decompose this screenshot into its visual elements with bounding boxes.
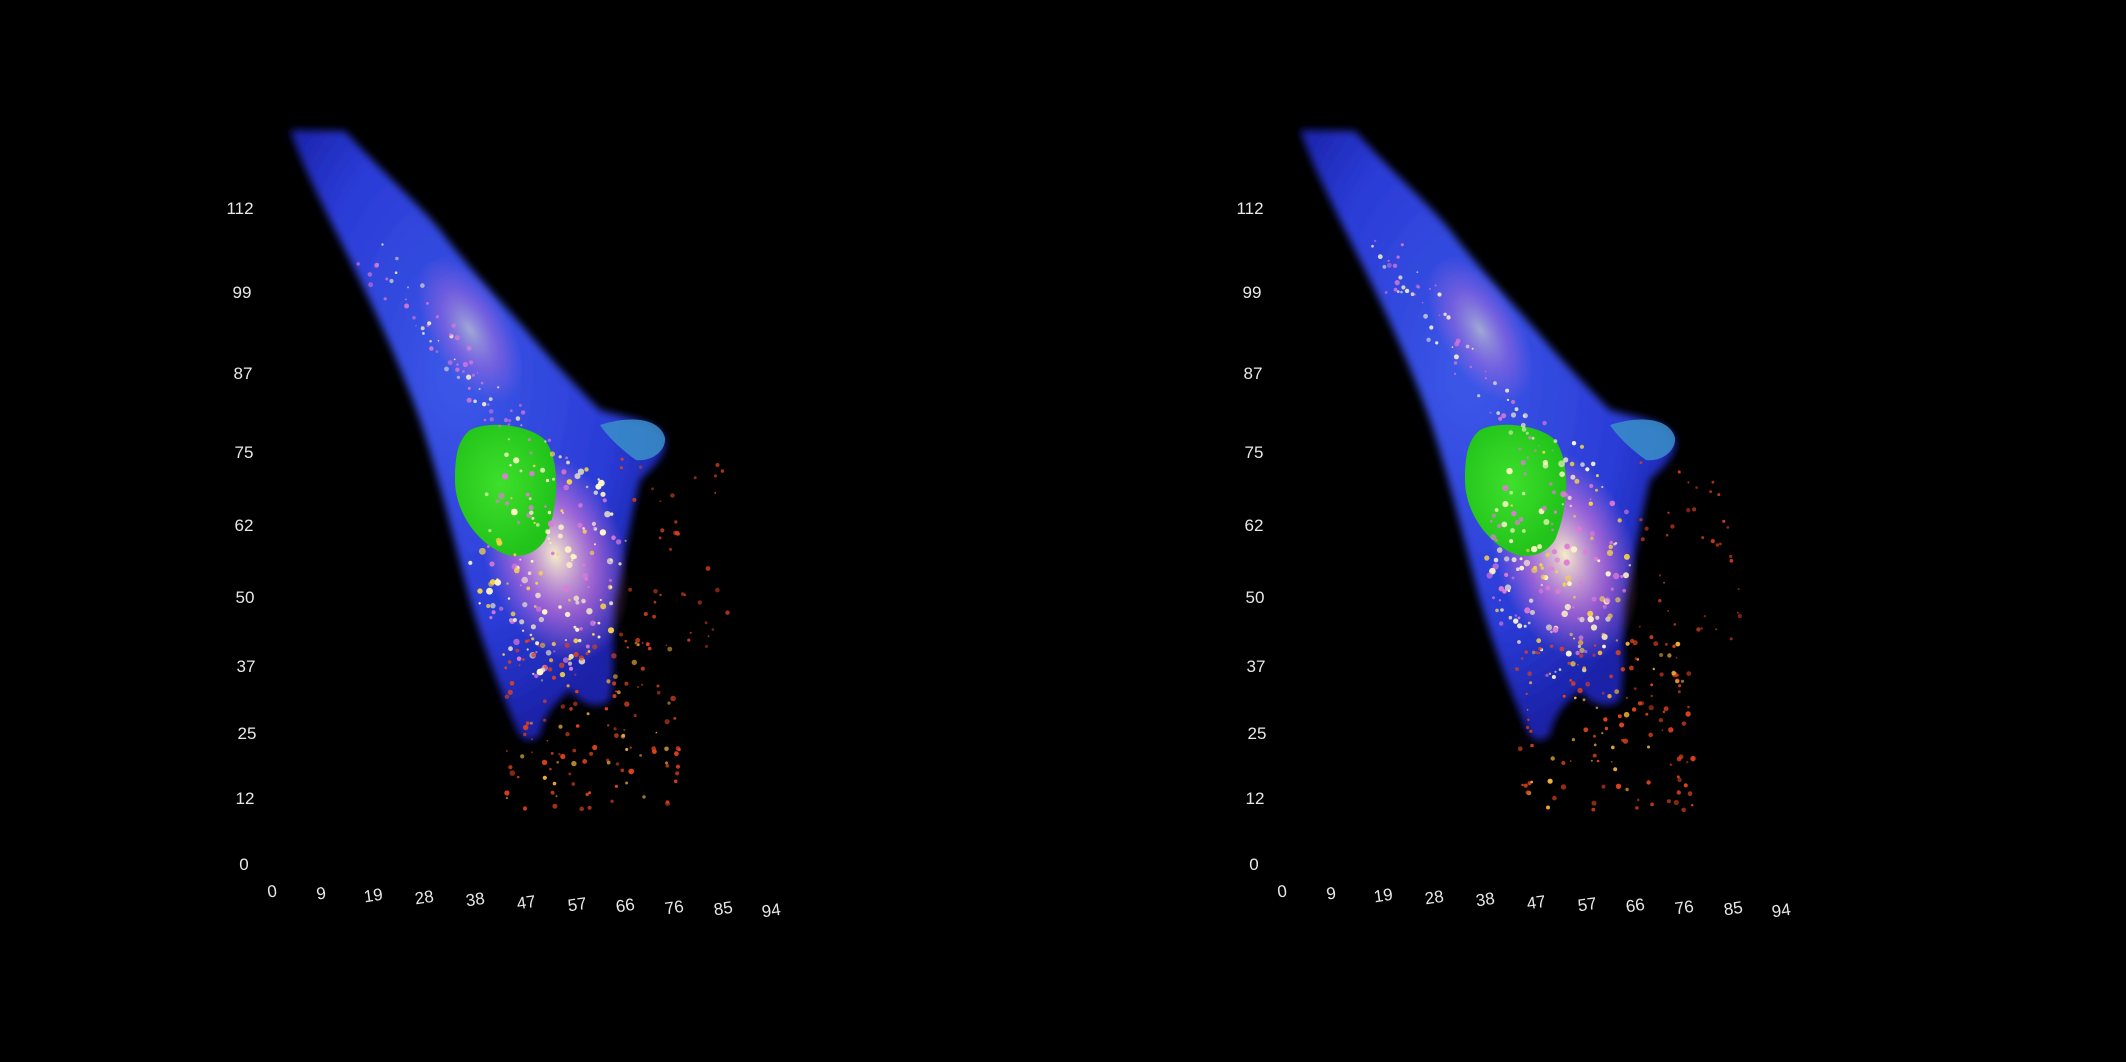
- y-tick-label: 112: [226, 199, 253, 218]
- x-tick-label: 9: [1325, 883, 1337, 903]
- x-tick-label: 94: [1771, 900, 1792, 921]
- y-tick-label: 112: [1236, 199, 1263, 218]
- y-tick-label: 62: [1245, 516, 1264, 535]
- x-tick-label: 28: [414, 887, 435, 908]
- y-tick-label: 37: [1247, 657, 1266, 676]
- x-tick-label: 85: [1723, 898, 1744, 919]
- x-tick-label: 47: [1526, 892, 1547, 913]
- x-tick-label: 57: [567, 894, 588, 915]
- y-tick-label: 0: [1249, 855, 1258, 874]
- y-tick-label: 75: [235, 443, 254, 462]
- cell-fluorescence: [290, 130, 730, 811]
- x-tick-label: 19: [363, 885, 384, 906]
- y-tick-label: 99: [233, 283, 252, 302]
- y-tick-label: 25: [1248, 724, 1267, 743]
- y-tick-label: 75: [1245, 443, 1264, 462]
- x-tick-label: 38: [465, 889, 486, 910]
- x-tick-label: 94: [761, 900, 782, 921]
- x-tick-label: 38: [1475, 889, 1496, 910]
- y-tick-label: 25: [238, 724, 257, 743]
- y-tick-label: 62: [235, 516, 254, 535]
- y-tick-label: 87: [234, 364, 253, 383]
- y-tick-label: 12: [1246, 789, 1265, 808]
- x-tick-label: 85: [713, 898, 734, 919]
- y-tick-label: 0: [239, 855, 248, 874]
- right-stereo-view: 0 12 25 37 50 62 75 87 99 112 0 9 19 28 38 47 57 66 76 85 94: [1010, 0, 2073, 1062]
- y-axis-ticks: 0 12 25 37 50 62 75 87 99 112: [226, 199, 256, 874]
- x-tick-label: 57: [1577, 894, 1598, 915]
- y-tick-label: 37: [237, 657, 256, 676]
- x-tick-label: 66: [615, 895, 636, 916]
- x-axis-ticks: 0 9 19 28 38 47 57 66 76 85 94: [1276, 881, 1792, 921]
- x-tick-label: 28: [1424, 887, 1445, 908]
- x-axis-ticks: 0 9 19 28 38 47 57 66 76 85 94: [266, 881, 782, 921]
- x-tick-label: 0: [266, 881, 278, 901]
- y-tick-label: 50: [236, 588, 255, 607]
- x-tick-label: 47: [516, 892, 537, 913]
- x-tick-label: 0: [1276, 881, 1288, 901]
- y-tick-label: 50: [1246, 588, 1265, 607]
- left-stereo-view: 0 12 25 37 50 62 75 87 99 112 0 9 19 28 38 47 57 66 76 85 94: [0, 0, 1063, 1062]
- x-tick-label: 19: [1373, 885, 1394, 906]
- y-axis-ticks: 0 12 25 37 50 62 75 87 99 112: [1236, 199, 1266, 874]
- y-tick-label: 99: [1243, 283, 1262, 302]
- x-tick-label: 9: [315, 883, 327, 903]
- x-tick-label: 66: [1625, 895, 1646, 916]
- y-tick-label: 87: [1244, 364, 1263, 383]
- x-tick-label: 76: [664, 897, 685, 918]
- cell-fluorescence: [1300, 130, 1742, 812]
- x-tick-label: 76: [1674, 897, 1695, 918]
- y-tick-label: 12: [236, 789, 255, 808]
